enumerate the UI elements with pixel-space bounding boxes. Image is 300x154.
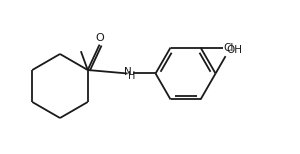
Text: N: N (124, 67, 132, 77)
Text: H: H (128, 71, 135, 81)
Text: O: O (95, 33, 104, 43)
Text: OH: OH (226, 45, 243, 55)
Text: Cl: Cl (224, 43, 234, 53)
